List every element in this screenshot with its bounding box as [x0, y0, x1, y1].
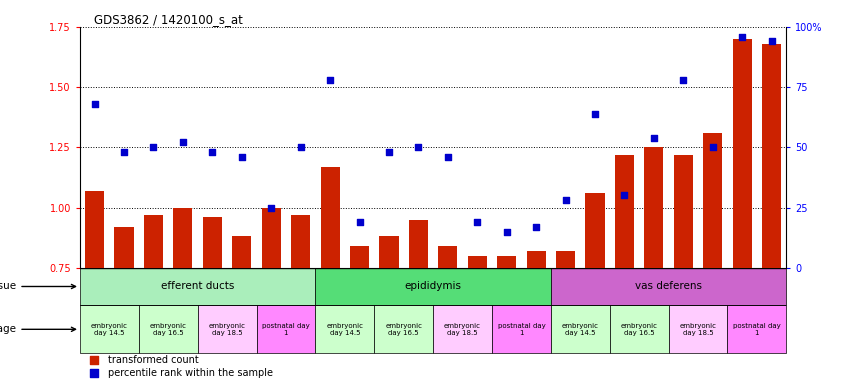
- Bar: [433, 305, 492, 353]
- Bar: [139, 305, 198, 353]
- Point: [500, 228, 513, 235]
- Bar: [497, 256, 516, 268]
- Bar: [610, 305, 669, 353]
- Bar: [409, 220, 428, 268]
- Bar: [379, 237, 399, 268]
- Bar: [551, 305, 610, 353]
- Point: [530, 224, 543, 230]
- Point: [87, 357, 101, 363]
- Point: [412, 144, 425, 151]
- Text: embryonic
day 18.5: embryonic day 18.5: [444, 323, 481, 336]
- Bar: [232, 237, 251, 268]
- Bar: [762, 44, 781, 268]
- Bar: [556, 251, 575, 268]
- Bar: [80, 305, 139, 353]
- Point: [87, 371, 101, 377]
- Bar: [198, 305, 257, 353]
- Point: [441, 154, 454, 160]
- Text: embryonic
day 16.5: embryonic day 16.5: [150, 323, 187, 336]
- Point: [589, 111, 602, 117]
- Bar: [85, 191, 104, 268]
- Text: epididymis: epididymis: [405, 281, 462, 291]
- Point: [235, 154, 249, 160]
- Point: [264, 204, 278, 210]
- Point: [676, 77, 690, 83]
- Text: embryonic
day 14.5: embryonic day 14.5: [326, 323, 363, 336]
- Point: [177, 139, 190, 146]
- Text: tissue: tissue: [0, 281, 76, 291]
- Point: [617, 192, 631, 199]
- Text: embryonic
day 14.5: embryonic day 14.5: [562, 323, 599, 336]
- Bar: [551, 268, 786, 305]
- Bar: [727, 305, 786, 353]
- Bar: [80, 268, 315, 305]
- Bar: [203, 217, 222, 268]
- Point: [765, 38, 779, 45]
- Bar: [585, 193, 605, 268]
- Bar: [733, 39, 752, 268]
- Text: vas deferens: vas deferens: [635, 281, 702, 291]
- Point: [205, 149, 219, 155]
- Bar: [615, 154, 634, 268]
- Bar: [262, 207, 281, 268]
- Bar: [320, 167, 340, 268]
- Bar: [669, 305, 727, 353]
- Point: [735, 33, 748, 40]
- Point: [471, 219, 484, 225]
- Bar: [291, 215, 310, 268]
- Point: [558, 197, 572, 204]
- Text: embryonic
day 18.5: embryonic day 18.5: [680, 323, 717, 336]
- Bar: [468, 256, 487, 268]
- Bar: [374, 305, 433, 353]
- Text: percentile rank within the sample: percentile rank within the sample: [108, 369, 273, 379]
- Text: postnatal day
1: postnatal day 1: [733, 323, 780, 336]
- Text: postnatal day
1: postnatal day 1: [498, 323, 545, 336]
- Bar: [703, 133, 722, 268]
- Bar: [114, 227, 134, 268]
- Text: postnatal day
1: postnatal day 1: [262, 323, 309, 336]
- Bar: [526, 251, 546, 268]
- Text: embryonic
day 18.5: embryonic day 18.5: [209, 323, 246, 336]
- Bar: [315, 268, 551, 305]
- Point: [146, 144, 160, 151]
- Text: GDS3862 / 1420100_s_at: GDS3862 / 1420100_s_at: [94, 13, 243, 26]
- Point: [382, 149, 396, 155]
- Bar: [144, 215, 163, 268]
- Point: [353, 219, 367, 225]
- Text: transformed count: transformed count: [108, 355, 199, 365]
- Bar: [674, 154, 693, 268]
- Point: [117, 149, 131, 155]
- Bar: [492, 305, 551, 353]
- Bar: [350, 246, 369, 268]
- Text: development stage: development stage: [0, 324, 76, 334]
- Text: efferent ducts: efferent ducts: [161, 281, 235, 291]
- Text: embryonic
day 16.5: embryonic day 16.5: [621, 323, 658, 336]
- Bar: [644, 147, 664, 268]
- Point: [323, 77, 336, 83]
- Text: embryonic
day 14.5: embryonic day 14.5: [91, 323, 128, 336]
- Bar: [438, 246, 458, 268]
- Bar: [315, 305, 374, 353]
- Bar: [257, 305, 315, 353]
- Bar: [173, 207, 193, 268]
- Point: [706, 144, 719, 151]
- Point: [294, 144, 308, 151]
- Point: [648, 135, 661, 141]
- Text: embryonic
day 16.5: embryonic day 16.5: [385, 323, 422, 336]
- Point: [87, 101, 101, 107]
